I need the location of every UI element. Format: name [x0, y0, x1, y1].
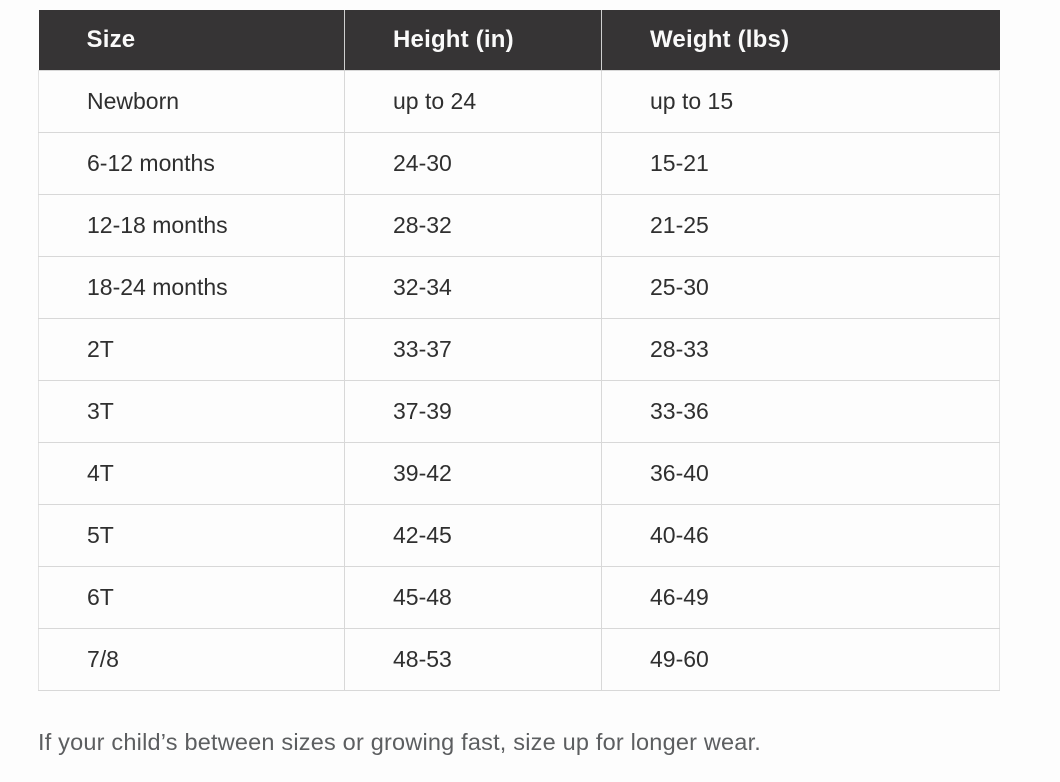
size-chart-body: Newborn up to 24 up to 15 6-12 months 24… [38, 69, 1000, 691]
table-row: Newborn up to 24 up to 15 [38, 69, 1000, 133]
height-cell: 45-48 [344, 565, 602, 629]
table-row: 7/8 48-53 49-60 [38, 627, 1000, 691]
size-cell: 6-12 months [38, 131, 345, 195]
weight-cell: up to 15 [601, 69, 1000, 133]
weight-cell: 33-36 [601, 379, 1000, 443]
weight-cell: 21-25 [601, 193, 1000, 257]
table-row: 2T 33-37 28-33 [38, 317, 1000, 381]
table-row: 4T 39-42 36-40 [38, 441, 1000, 505]
column-header-height: Height (in) [344, 10, 602, 70]
height-cell: 24-30 [344, 131, 602, 195]
weight-cell: 49-60 [601, 627, 1000, 691]
header-row: Size Height (in) Weight (lbs) [38, 10, 1000, 70]
table-row: 6-12 months 24-30 15-21 [38, 131, 1000, 195]
weight-cell: 15-21 [601, 131, 1000, 195]
weight-cell: 25-30 [601, 255, 1000, 319]
size-cell: 2T [38, 317, 345, 381]
size-chart-header: Size Height (in) Weight (lbs) [38, 10, 1000, 70]
weight-cell: 36-40 [601, 441, 1000, 505]
weight-cell: 40-46 [601, 503, 1000, 567]
weight-cell: 46-49 [601, 565, 1000, 629]
height-cell: 37-39 [344, 379, 602, 443]
size-cell: 6T [38, 565, 345, 629]
size-chart-table: Size Height (in) Weight (lbs) Newborn up… [38, 10, 1000, 691]
table-row: 18-24 months 32-34 25-30 [38, 255, 1000, 319]
table-row: 5T 42-45 40-46 [38, 503, 1000, 567]
column-header-weight: Weight (lbs) [601, 10, 1000, 70]
weight-cell: 28-33 [601, 317, 1000, 381]
table-row: 6T 45-48 46-49 [38, 565, 1000, 629]
table-row: 12-18 months 28-32 21-25 [38, 193, 1000, 257]
height-cell: 33-37 [344, 317, 602, 381]
size-cell: 3T [38, 379, 345, 443]
size-cell: 5T [38, 503, 345, 567]
sizing-advice-note: If your child’s between sizes or growing… [38, 729, 762, 755]
size-cell: 4T [38, 441, 345, 505]
height-cell: up to 24 [344, 69, 602, 133]
size-cell: 18-24 months [38, 255, 345, 319]
height-cell: 32-34 [344, 255, 602, 319]
table-row: 3T 37-39 33-36 [38, 379, 1000, 443]
size-cell: Newborn [38, 69, 345, 133]
height-cell: 39-42 [344, 441, 602, 505]
column-header-size: Size [38, 10, 345, 70]
height-cell: 42-45 [344, 503, 602, 567]
size-cell: 7/8 [38, 627, 345, 691]
height-cell: 28-32 [344, 193, 602, 257]
height-cell: 48-53 [344, 627, 602, 691]
size-cell: 12-18 months [38, 193, 345, 257]
